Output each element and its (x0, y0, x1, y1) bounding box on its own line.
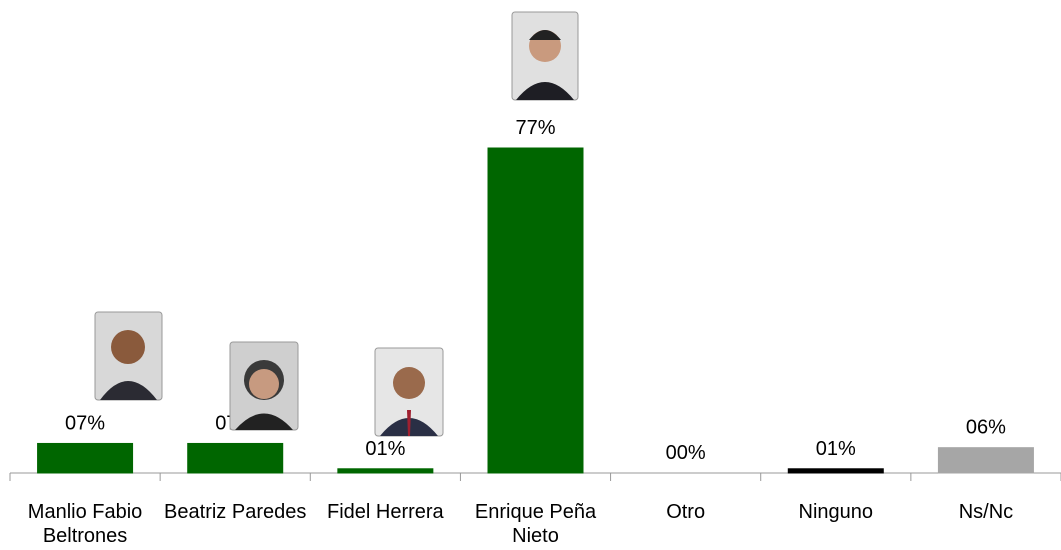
data-label: 77% (515, 117, 555, 139)
photo (511, 11, 579, 101)
data-label: 07% (65, 412, 105, 434)
x-tick-label: Ns/Nc (958, 501, 1014, 523)
bar (787, 468, 884, 474)
x-tick-label: Beatriz Paredes (164, 501, 307, 523)
data-label: 01% (365, 438, 405, 460)
bar (937, 447, 1034, 474)
x-tick-label: Otro (666, 501, 706, 523)
x-tick-label: Fidel Herrera (326, 501, 444, 523)
bar (187, 442, 284, 474)
bar (337, 468, 434, 474)
bar (37, 442, 134, 474)
photo (229, 341, 299, 431)
x-tick-label: Ninguno (798, 501, 874, 523)
photos (94, 11, 579, 437)
bar (487, 147, 584, 474)
x-tick-label: Manlio Fabio Beltrones (27, 501, 143, 547)
data-label: 06% (966, 417, 1006, 439)
x-tick-label: Enrique Peña Nieto (474, 501, 597, 547)
photo (374, 347, 444, 437)
data-label: 00% (666, 442, 706, 464)
photo (94, 311, 163, 401)
data-label: 01% (816, 438, 856, 460)
